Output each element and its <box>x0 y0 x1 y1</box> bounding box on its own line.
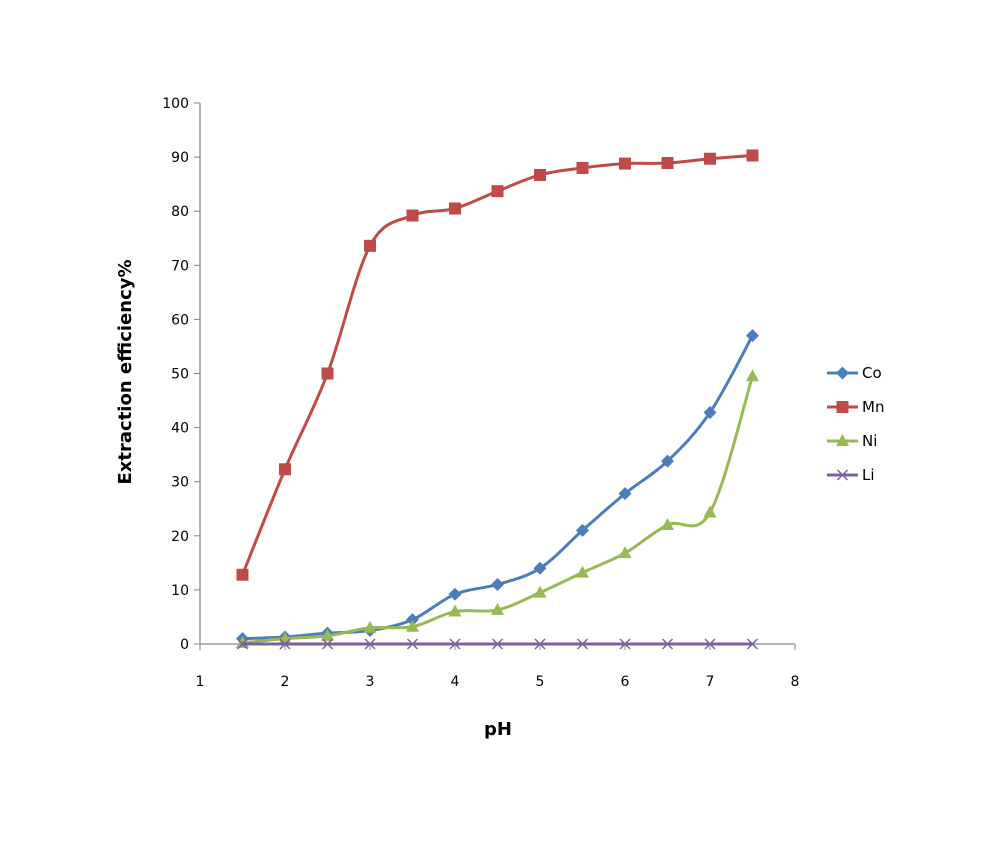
series-line-ni <box>243 376 753 643</box>
legend-item-co: Co <box>827 364 882 382</box>
series-lines <box>236 149 759 649</box>
y-tick-label: 80 <box>171 204 189 220</box>
series-line-mn <box>243 155 753 574</box>
data-point-mn <box>534 169 546 181</box>
y-tick-label: 30 <box>171 475 189 491</box>
legend-item-mn: Mn <box>827 398 884 416</box>
legend-item-ni: Ni <box>827 432 877 450</box>
series-li <box>238 639 758 649</box>
x-tick-label: 2 <box>281 674 290 690</box>
y-tick-label: 90 <box>171 150 189 166</box>
legend-label-co: Co <box>862 364 882 382</box>
legend-item-li: Li <box>827 466 875 484</box>
legend-label-li: Li <box>862 466 875 484</box>
data-point-mn <box>619 158 631 170</box>
data-point-mn <box>449 202 461 214</box>
x-tick-label: 3 <box>366 674 375 690</box>
legend-label-mn: Mn <box>862 398 884 416</box>
data-point-mn <box>492 185 504 197</box>
y-tick-label: 70 <box>171 258 189 274</box>
axes <box>194 103 795 650</box>
tick-labels: 0 10 20 30 40 50 60 70 80 90 100 1 2 3 4 5 6 7 8 <box>162 96 799 690</box>
data-point-mn <box>577 162 589 174</box>
legend-marker-mn <box>837 401 849 413</box>
data-point-ni <box>704 506 717 518</box>
data-point-co <box>491 578 504 591</box>
y-tick-label: 50 <box>171 367 189 383</box>
legend-marker-co <box>836 367 849 380</box>
x-tick-label: 5 <box>536 674 545 690</box>
legend: Co Mn Ni Li <box>827 364 884 484</box>
y-tick-label: 20 <box>171 529 189 545</box>
data-point-mn <box>747 149 759 161</box>
data-point-mn <box>407 210 419 222</box>
x-axis-title: pH <box>484 719 512 740</box>
data-point-mn <box>237 569 249 581</box>
legend-label-ni: Ni <box>862 432 877 450</box>
y-axis-title: Extraction efficiency% <box>115 259 136 484</box>
y-tick-label: 60 <box>171 312 189 328</box>
data-point-co <box>746 329 759 342</box>
series-line-co <box>243 336 753 639</box>
data-point-co <box>449 588 462 601</box>
data-point-mn <box>704 153 716 165</box>
y-tick-label: 0 <box>180 637 189 653</box>
x-tick-label: 8 <box>791 674 800 690</box>
data-point-mn <box>364 240 376 252</box>
data-point-mn <box>279 463 291 475</box>
y-tick-label: 100 <box>162 96 189 112</box>
data-point-mn <box>662 157 674 169</box>
x-tick-label: 4 <box>451 674 460 690</box>
y-tick-label: 10 <box>171 583 189 599</box>
series-ni <box>236 369 759 648</box>
series-mn <box>237 149 759 580</box>
x-tick-label: 1 <box>196 674 205 690</box>
y-tick-label: 40 <box>171 421 189 437</box>
data-point-mn <box>322 368 334 380</box>
x-tick-label: 6 <box>621 674 630 690</box>
series-co <box>236 329 759 645</box>
x-tick-label: 7 <box>706 674 715 690</box>
data-point-ni <box>746 369 759 381</box>
